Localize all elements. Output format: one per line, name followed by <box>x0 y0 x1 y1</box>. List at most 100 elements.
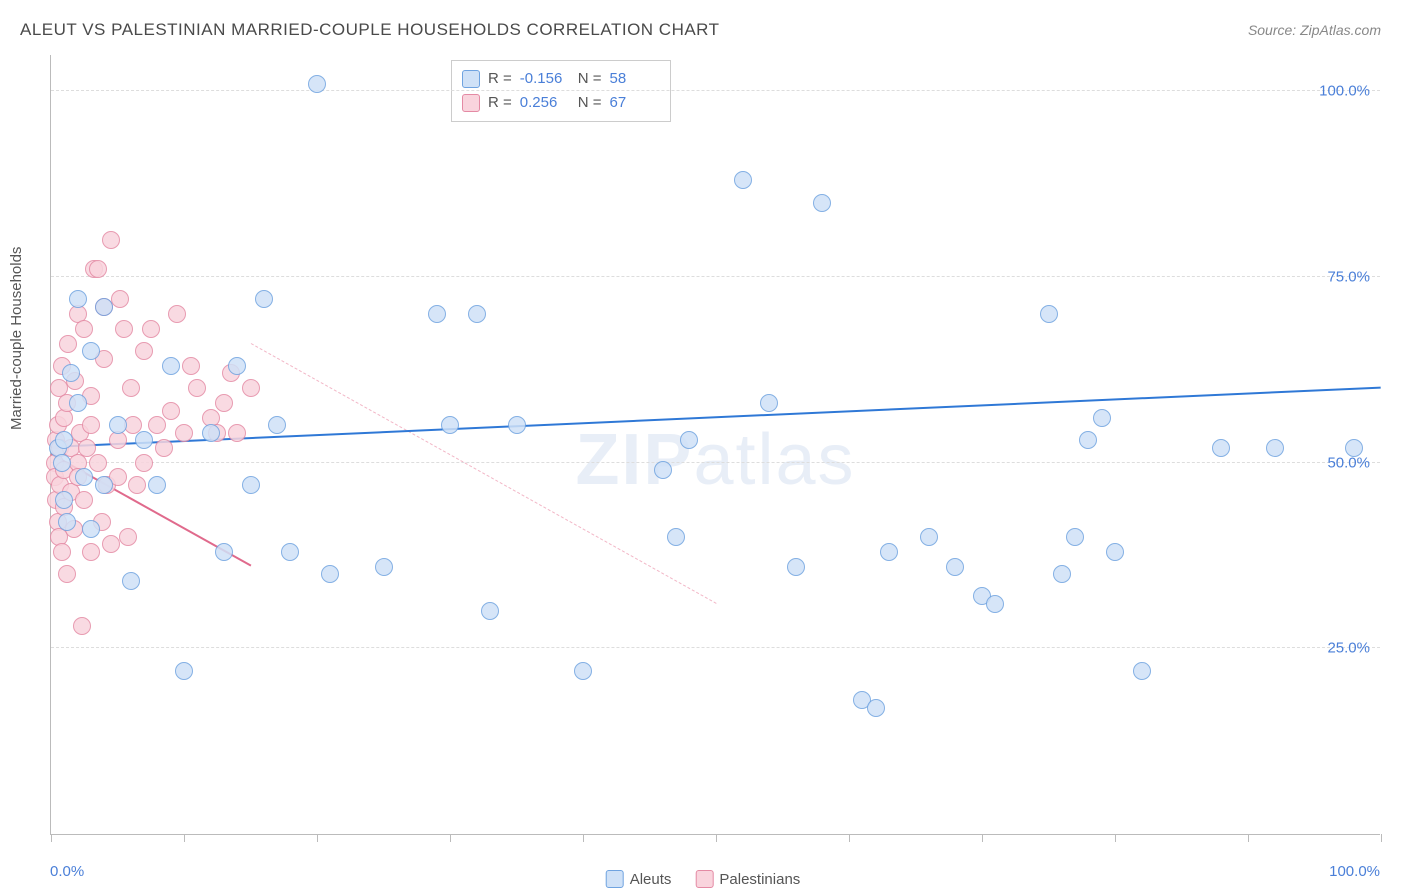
x-tick <box>1381 834 1382 842</box>
data-point <box>215 543 233 561</box>
data-point <box>95 298 113 316</box>
legend-swatch-aleuts <box>606 870 624 888</box>
data-point <box>1079 431 1097 449</box>
r-value-palestinians: 0.256 <box>520 91 570 115</box>
y-tick-label: 75.0% <box>1327 268 1370 285</box>
data-point <box>481 602 499 620</box>
data-point <box>128 476 146 494</box>
data-point <box>920 528 938 546</box>
series-legend: Aleuts Palestinians <box>606 870 801 888</box>
x-axis-min-label: 0.0% <box>50 863 84 880</box>
data-point <box>242 379 260 397</box>
scatter-plot-area: ZIPatlas R = -0.156 N = 58 R = 0.256 N =… <box>50 55 1380 835</box>
data-point <box>122 572 140 590</box>
r-label: R = <box>488 91 512 115</box>
data-point <box>109 416 127 434</box>
data-point <box>82 342 100 360</box>
data-point <box>1345 439 1363 457</box>
data-point <box>58 565 76 583</box>
data-point <box>986 595 1004 613</box>
data-point <box>102 535 120 553</box>
gridline <box>51 276 1380 277</box>
data-point <box>89 454 107 472</box>
data-point <box>55 491 73 509</box>
data-point <box>1266 439 1284 457</box>
data-point <box>680 431 698 449</box>
data-point <box>69 290 87 308</box>
data-point <box>62 364 80 382</box>
data-point <box>142 320 160 338</box>
data-point <box>135 431 153 449</box>
data-point <box>188 379 206 397</box>
data-point <box>82 543 100 561</box>
data-point <box>228 424 246 442</box>
data-point <box>242 476 260 494</box>
data-point <box>1040 305 1058 323</box>
data-point <box>102 231 120 249</box>
data-point <box>255 290 273 308</box>
y-axis-label: Married-couple Households <box>8 247 25 430</box>
data-point <box>122 379 140 397</box>
data-point <box>375 558 393 576</box>
data-point <box>111 290 129 308</box>
data-point <box>1066 528 1084 546</box>
data-point <box>95 476 113 494</box>
data-point <box>115 320 133 338</box>
legend-label-palestinians: Palestinians <box>719 871 800 888</box>
data-point <box>162 357 180 375</box>
gridline <box>51 90 1380 91</box>
x-tick <box>1248 834 1249 842</box>
data-point <box>135 342 153 360</box>
n-value-aleuts: 58 <box>610 67 660 91</box>
legend-label-aleuts: Aleuts <box>630 871 672 888</box>
x-tick <box>583 834 584 842</box>
n-label: N = <box>578 91 602 115</box>
x-tick <box>716 834 717 842</box>
swatch-palestinians <box>462 94 480 112</box>
watermark-bold: ZIP <box>575 420 693 500</box>
data-point <box>867 699 885 717</box>
watermark: ZIPatlas <box>575 419 855 501</box>
data-point <box>75 320 93 338</box>
data-point <box>182 357 200 375</box>
data-point <box>135 454 153 472</box>
x-tick <box>51 834 52 842</box>
data-point <box>308 75 326 93</box>
x-tick <box>849 834 850 842</box>
data-point <box>880 543 898 561</box>
data-point <box>574 662 592 680</box>
data-point <box>89 260 107 278</box>
x-tick <box>317 834 318 842</box>
data-point <box>441 416 459 434</box>
data-point <box>155 439 173 457</box>
data-point <box>82 520 100 538</box>
watermark-light: atlas <box>693 420 855 500</box>
chart-title: ALEUT VS PALESTINIAN MARRIED-COUPLE HOUS… <box>20 20 720 40</box>
data-point <box>58 513 76 531</box>
data-point <box>321 565 339 583</box>
data-point <box>667 528 685 546</box>
data-point <box>175 662 193 680</box>
data-point <box>760 394 778 412</box>
x-tick <box>450 834 451 842</box>
r-value-aleuts: -0.156 <box>520 67 570 91</box>
data-point <box>1093 409 1111 427</box>
data-point <box>468 305 486 323</box>
data-point <box>148 476 166 494</box>
data-point <box>1212 439 1230 457</box>
x-tick <box>1115 834 1116 842</box>
data-point <box>228 357 246 375</box>
gridline <box>51 647 1380 648</box>
x-tick <box>184 834 185 842</box>
y-tick-label: 100.0% <box>1319 83 1370 100</box>
data-point <box>75 468 93 486</box>
data-point <box>268 416 286 434</box>
data-point <box>734 171 752 189</box>
data-point <box>82 416 100 434</box>
n-label: N = <box>578 67 602 91</box>
data-point <box>215 394 233 412</box>
data-point <box>148 416 166 434</box>
data-point <box>69 394 87 412</box>
legend-item-aleuts: Aleuts <box>606 870 672 888</box>
stats-row-aleuts: R = -0.156 N = 58 <box>462 67 660 91</box>
